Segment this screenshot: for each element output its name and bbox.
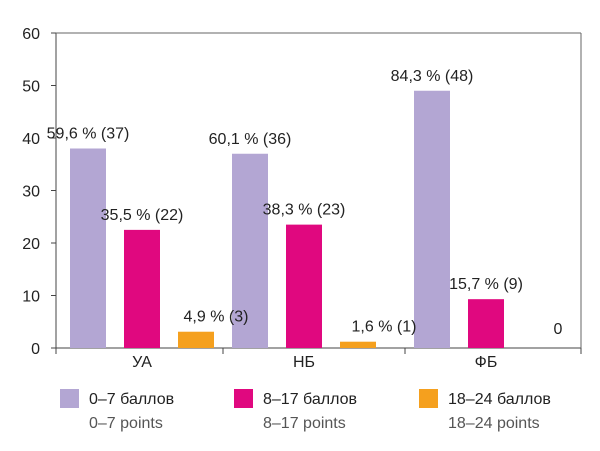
y-tick-label: 0 bbox=[31, 341, 40, 358]
bar-data-label: 59,6 % (37) bbox=[47, 126, 130, 143]
y-tick-label: 10 bbox=[22, 289, 40, 306]
bar bbox=[340, 341, 376, 348]
bar bbox=[178, 331, 214, 348]
y-tick-label: 20 bbox=[22, 236, 40, 253]
legend-swatch bbox=[419, 389, 438, 408]
bar-data-label: 38,3 % (23) bbox=[263, 202, 346, 219]
bar-data-label: 35,5 % (22) bbox=[101, 207, 184, 224]
bar-data-label: 4,9 % (3) bbox=[184, 309, 249, 326]
y-tick-label: 50 bbox=[22, 79, 40, 96]
bar bbox=[70, 148, 106, 348]
bar bbox=[414, 90, 450, 348]
bar-data-label: 1,6 % (1) bbox=[352, 319, 417, 336]
bar bbox=[468, 299, 504, 348]
bar bbox=[124, 229, 160, 348]
legend-swatch bbox=[60, 389, 79, 408]
bar bbox=[232, 153, 268, 348]
x-category-label: УА bbox=[132, 354, 152, 371]
x-category-label: ФБ bbox=[475, 354, 498, 371]
y-tick-label: 60 bbox=[22, 26, 40, 43]
chart-legend: 0–7 баллов 0–7 points 8–17 баллов 8–17 poin… bbox=[60, 389, 551, 432]
bar-data-label: 0 bbox=[554, 321, 563, 338]
legend-sublabel: 18–24 points bbox=[448, 415, 540, 432]
legend-label: 18–24 баллов bbox=[448, 391, 551, 408]
bar-data-label: 84,3 % (48) bbox=[391, 68, 474, 85]
legend-sublabel: 0–7 points bbox=[89, 415, 163, 432]
legend-sublabel: 8–17 points bbox=[263, 415, 346, 432]
y-tick-label: 30 bbox=[22, 184, 40, 201]
legend-label: 8–17 баллов bbox=[263, 391, 357, 408]
legend-swatch bbox=[234, 389, 253, 408]
bar bbox=[286, 224, 322, 348]
legend-label: 0–7 баллов bbox=[89, 391, 174, 408]
x-category-label: НБ bbox=[293, 354, 315, 371]
bar-data-label: 60,1 % (36) bbox=[209, 131, 292, 148]
chart-bars bbox=[70, 90, 504, 348]
chart-data-labels: 59,6 % (37) 60,1 % (36) 84,3 % (48) 35,5 % … bbox=[47, 68, 563, 338]
y-tick-label: 40 bbox=[22, 131, 40, 148]
bar-data-label: 15,7 % (9) bbox=[449, 276, 523, 293]
